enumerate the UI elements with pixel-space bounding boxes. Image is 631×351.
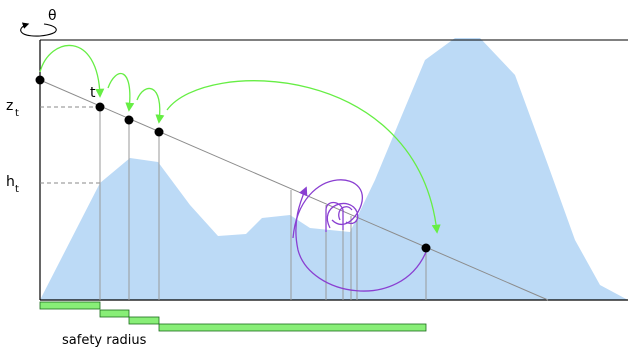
purple-spiral-arrows (292, 179, 427, 292)
z-t-label: z t (6, 98, 19, 119)
safety-radius-label: safety radius (62, 333, 147, 348)
svg-text:h: h (6, 174, 15, 190)
ray-line (39, 79, 549, 301)
svg-text:t: t (15, 184, 19, 195)
terrain-area (40, 38, 628, 300)
t-label: t (90, 85, 96, 101)
h-t-label: h t (6, 174, 19, 195)
svg-text:t: t (15, 108, 19, 119)
safety-radius-bars (39, 301, 427, 332)
green-step-arrows (39, 44, 441, 234)
theta-label: θ (48, 8, 57, 24)
sample-points (35, 75, 431, 253)
svg-text:z: z (6, 98, 13, 114)
rotation-arrow-icon (20, 22, 57, 37)
